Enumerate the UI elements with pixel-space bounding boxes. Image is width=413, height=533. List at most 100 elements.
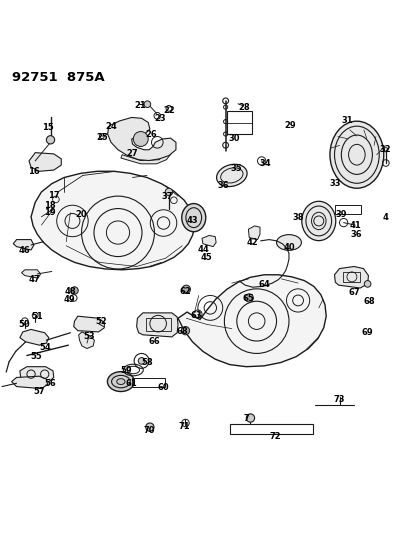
Polygon shape (78, 332, 94, 349)
Polygon shape (20, 329, 49, 345)
Bar (226, 111, 251, 134)
Circle shape (182, 285, 190, 293)
Text: 24: 24 (105, 122, 116, 131)
Text: 49: 49 (64, 295, 75, 304)
Bar (132, 378, 164, 386)
Text: 68: 68 (176, 327, 188, 336)
Text: 35: 35 (230, 164, 241, 173)
Text: 21: 21 (134, 101, 145, 110)
Text: 68: 68 (363, 297, 374, 306)
Ellipse shape (276, 235, 301, 251)
Text: 34: 34 (259, 159, 270, 168)
Text: 46: 46 (18, 246, 30, 255)
Text: 30: 30 (228, 134, 239, 143)
Bar (334, 205, 361, 214)
Text: 16: 16 (28, 167, 40, 176)
Circle shape (363, 280, 370, 287)
Text: 39: 39 (335, 210, 347, 219)
Polygon shape (121, 146, 171, 164)
Text: 19: 19 (44, 208, 55, 217)
Circle shape (165, 188, 172, 196)
Text: 47: 47 (28, 275, 40, 284)
Text: 28: 28 (238, 103, 249, 112)
Text: 41: 41 (349, 221, 360, 230)
Text: 4: 4 (381, 213, 387, 222)
Text: 37: 37 (161, 192, 173, 200)
Text: 65: 65 (242, 294, 254, 303)
Text: 27: 27 (126, 149, 138, 158)
Text: 53: 53 (83, 332, 95, 341)
Polygon shape (248, 226, 259, 240)
Bar (229, 424, 312, 434)
Text: 25: 25 (97, 133, 108, 142)
Circle shape (46, 136, 55, 144)
Text: 42: 42 (246, 238, 258, 247)
Text: 38: 38 (292, 213, 303, 222)
Ellipse shape (301, 201, 335, 240)
Text: 36: 36 (349, 230, 361, 239)
Circle shape (71, 287, 78, 294)
Text: 70: 70 (143, 426, 154, 435)
Text: 72: 72 (269, 432, 280, 441)
Text: 62: 62 (179, 287, 191, 296)
Ellipse shape (116, 378, 125, 384)
Text: 71: 71 (178, 422, 190, 431)
Polygon shape (12, 376, 47, 389)
Text: 26: 26 (145, 130, 157, 139)
Bar (145, 318, 170, 330)
Text: 15: 15 (42, 123, 53, 132)
Text: 7: 7 (243, 414, 249, 423)
Polygon shape (202, 236, 216, 247)
Text: 51: 51 (31, 312, 43, 321)
Ellipse shape (216, 164, 247, 187)
Text: 22: 22 (163, 107, 174, 115)
Text: 52: 52 (95, 317, 107, 326)
Polygon shape (29, 152, 61, 171)
Polygon shape (107, 117, 176, 160)
Ellipse shape (107, 372, 134, 392)
Text: 69: 69 (361, 328, 373, 337)
Text: 73: 73 (333, 395, 344, 405)
Text: 54: 54 (40, 343, 51, 352)
Text: 32: 32 (378, 146, 390, 154)
Text: 23: 23 (154, 114, 166, 123)
Polygon shape (136, 313, 178, 337)
Text: 67: 67 (347, 288, 359, 297)
Text: 43: 43 (186, 216, 198, 224)
Text: 31: 31 (341, 116, 353, 125)
Polygon shape (178, 275, 325, 367)
Ellipse shape (329, 121, 383, 188)
Text: 44: 44 (197, 245, 209, 254)
Circle shape (145, 423, 154, 431)
Text: 66: 66 (148, 337, 159, 346)
Text: 63: 63 (190, 311, 202, 320)
Text: 36: 36 (217, 181, 229, 190)
Polygon shape (21, 270, 40, 278)
Circle shape (133, 132, 148, 147)
Text: 33: 33 (329, 179, 340, 188)
Circle shape (138, 358, 145, 364)
Text: 60: 60 (157, 383, 169, 392)
Text: 45: 45 (200, 253, 211, 262)
Text: 40: 40 (283, 244, 295, 252)
Text: 55: 55 (31, 352, 42, 361)
Polygon shape (13, 240, 34, 250)
Text: 64: 64 (258, 280, 269, 289)
Ellipse shape (181, 204, 205, 232)
Circle shape (181, 327, 189, 335)
Text: 50: 50 (18, 320, 30, 329)
Text: 58: 58 (141, 358, 152, 367)
Circle shape (246, 414, 254, 422)
Text: 48: 48 (64, 287, 76, 296)
Text: 61: 61 (126, 379, 137, 387)
Polygon shape (74, 316, 104, 332)
Circle shape (144, 101, 150, 108)
Text: 57: 57 (33, 387, 45, 396)
Text: 29: 29 (283, 121, 295, 130)
Polygon shape (20, 367, 54, 382)
Polygon shape (31, 171, 194, 270)
Text: 18: 18 (44, 201, 55, 209)
Text: 20: 20 (75, 210, 86, 219)
Text: 92751  875A: 92751 875A (12, 71, 105, 84)
Circle shape (244, 294, 253, 302)
